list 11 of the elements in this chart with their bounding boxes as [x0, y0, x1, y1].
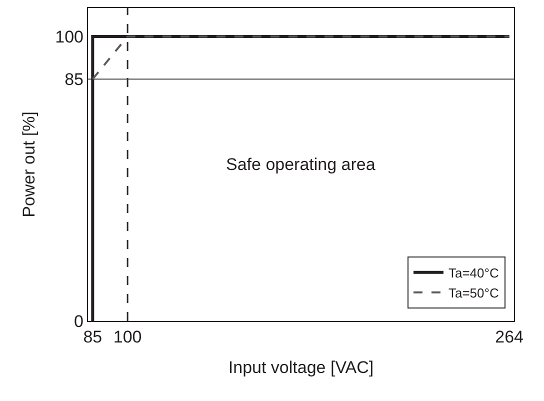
x-axis-title: Input voltage [VAC]	[228, 358, 374, 377]
y-tick-label: 100	[55, 27, 84, 46]
x-tick-label: 100	[113, 328, 142, 346]
legend-label: Ta=40°C	[448, 266, 499, 280]
y-tick-label: 0	[74, 312, 84, 331]
legend-label: Ta=50°C	[448, 285, 499, 300]
y-tick-label: 85	[64, 70, 84, 90]
x-tick-label: 85	[83, 328, 102, 346]
y-axis-title: Power out [%]	[20, 112, 39, 218]
x-tick-label: 264	[495, 328, 524, 346]
annotation: Safe operating area	[226, 155, 376, 174]
